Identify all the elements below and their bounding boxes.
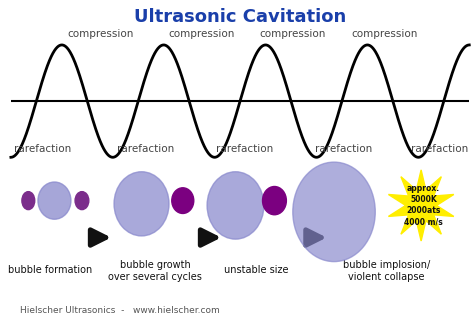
Text: compression: compression [67, 29, 134, 39]
Text: rarefaction: rarefaction [14, 144, 72, 154]
Text: rarefaction: rarefaction [411, 144, 468, 154]
Text: compression: compression [351, 29, 418, 39]
Ellipse shape [172, 188, 194, 213]
Text: rarefaction: rarefaction [118, 144, 175, 154]
Ellipse shape [114, 172, 169, 236]
Text: bubble formation: bubble formation [8, 265, 92, 275]
Ellipse shape [38, 182, 71, 219]
Ellipse shape [207, 172, 264, 239]
Ellipse shape [293, 162, 375, 262]
Text: rarefaction: rarefaction [216, 144, 273, 154]
Text: Ultrasonic Cavitation: Ultrasonic Cavitation [134, 8, 346, 26]
Text: compression: compression [260, 29, 326, 39]
Text: rarefaction: rarefaction [315, 144, 372, 154]
Text: unstable size: unstable size [224, 265, 288, 275]
Text: bubble implosion/
violent collapse: bubble implosion/ violent collapse [343, 260, 430, 282]
Ellipse shape [263, 187, 286, 215]
Text: bubble growth
over several cycles: bubble growth over several cycles [109, 260, 202, 282]
Text: Hielscher Ultrasonics  -   www.hielscher.com: Hielscher Ultrasonics - www.hielscher.co… [20, 306, 220, 315]
Polygon shape [388, 170, 454, 241]
Ellipse shape [22, 192, 35, 210]
Text: compression: compression [168, 29, 234, 39]
Text: approx.
5000K
2000ats
4000 m/s: approx. 5000K 2000ats 4000 m/s [404, 184, 443, 227]
Ellipse shape [75, 192, 89, 210]
